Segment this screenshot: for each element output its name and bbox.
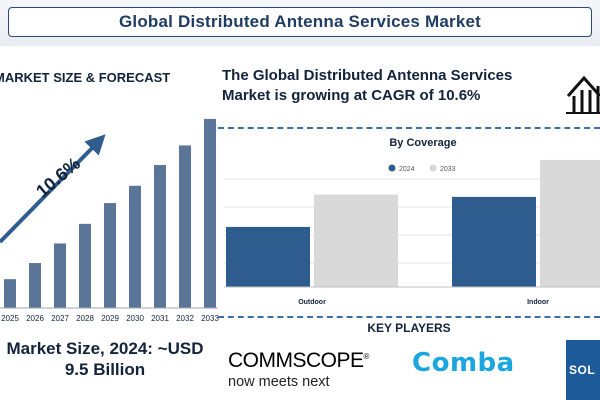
forecast-bar-2031 <box>154 165 166 308</box>
forecast-bar-2029 <box>104 203 116 308</box>
sol-logo: SOL <box>566 340 600 400</box>
cagr-heading-line2: Market is growing at CAGR of 10.6% <box>222 87 481 104</box>
divider-top <box>218 127 600 129</box>
cagr-heading: The Global Distributed Antenna Services … <box>222 66 562 106</box>
cagr-label: 10.6% <box>32 153 84 201</box>
forecast-year-label: 2033 <box>201 314 219 323</box>
title-bar: Global Distributed Antenna Services Mark… <box>0 0 600 46</box>
forecast-bar-2027 <box>54 243 66 308</box>
market-size-line2: 9.5 Billion <box>64 360 146 379</box>
commscope-registered: ® <box>363 352 370 361</box>
forecast-year-label: 2031 <box>151 314 169 323</box>
legend-swatch-2024 <box>388 164 396 172</box>
category-indoor: Indoor <box>527 299 549 306</box>
comba-logo: Comba <box>412 348 515 378</box>
cagr-heading-line1: The Global Distributed Antenna Services <box>222 67 513 84</box>
sol-logo-text: SOL <box>569 363 596 377</box>
forecast-bar-2030 <box>129 185 141 308</box>
legend-swatch-2033 <box>429 164 437 172</box>
forecast-bar-2025 <box>4 279 16 308</box>
forecast-heading: MARKET SIZE & FORECAST <box>0 70 171 85</box>
forecast-bar-2028 <box>79 223 91 308</box>
forecast-year-label: 2026 <box>26 314 44 323</box>
forecast-year-label: 2030 <box>126 314 144 323</box>
forecast-chart: 2025 2026 2027 2028 2029 2030 2031 2032 2033 10.… <box>0 118 219 323</box>
house-chart-icon <box>566 75 600 114</box>
coverage-bar-indoor-2024 <box>452 196 536 287</box>
forecast-year-label: 2025 <box>1 314 19 323</box>
legend-label-2033: 2033 <box>440 166 456 173</box>
forecast-bar-2026 <box>29 263 41 308</box>
title-box: Global Distributed Antenna Services Mark… <box>8 7 592 37</box>
coverage-bar-outdoor-2033 <box>314 194 398 287</box>
commscope-name: COMMSCOPE <box>228 349 364 372</box>
forecast-year-label: 2029 <box>101 314 119 323</box>
forecast-bar-2033 <box>204 118 216 308</box>
page-title: Global Distributed Antenna Services Mark… <box>118 12 482 31</box>
forecast-bar-2032 <box>179 145 191 308</box>
key-players-title: KEY PLAYERS <box>367 321 451 335</box>
coverage-title: By Coverage <box>389 137 456 149</box>
forecast-year-label: 2027 <box>51 314 69 323</box>
market-size-line1: Market Size, 2024: ~USD <box>6 339 204 358</box>
commscope-logo: COMMSCOPE® now meets next <box>228 346 369 391</box>
commscope-tagline: now meets next <box>228 374 330 390</box>
legend-label-2024: 2024 <box>399 166 415 173</box>
forecast-year-label: 2028 <box>76 314 94 323</box>
coverage-bar-outdoor-2024 <box>226 226 310 287</box>
divider-bottom <box>218 316 600 318</box>
market-size-text: Market Size, 2024: ~USD 9.5 Billion <box>0 338 218 380</box>
category-outdoor: Outdoor <box>298 299 326 306</box>
coverage-chart: By Coverage 2024 2033 Outdoor Indoor <box>224 137 600 306</box>
growth-arrow <box>0 134 106 244</box>
coverage-bar-indoor-2033 <box>540 159 600 287</box>
forecast-year-label: 2032 <box>176 314 194 323</box>
